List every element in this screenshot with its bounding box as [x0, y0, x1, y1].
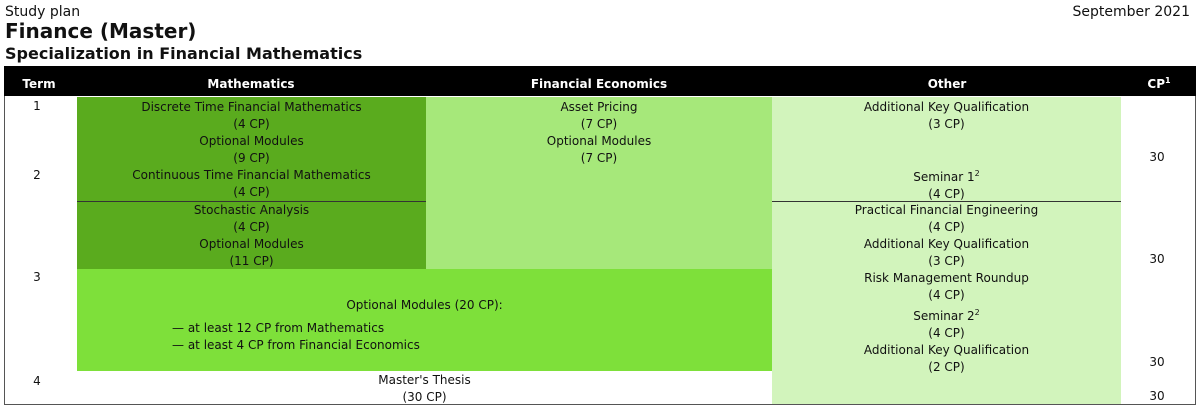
math-1-line-1: (4 CP)	[233, 117, 270, 131]
optional-heading: Optional Modules (20 CP):	[346, 298, 503, 312]
other-2-line-0: Practical Financial Engineering	[854, 203, 1039, 217]
header-cp-label: CP	[1147, 77, 1166, 91]
optional-modules-block: Optional Modules (20 CP): — at least 12 …	[77, 269, 772, 371]
thesis-cp: (30 CP)	[402, 390, 447, 404]
other-2-seminar-cp: (4 CP)	[928, 326, 965, 340]
other-1-line-0: Additional Key Qualification	[863, 100, 1030, 114]
math-block-term-3: Stochastic Analysis (4 CP) Optional Modu…	[77, 201, 426, 269]
term-2: 2	[33, 168, 41, 182]
math-1-line-0: Discrete Time Financial Mathematics	[141, 100, 362, 114]
seminar-1-label: Seminar 1	[913, 170, 975, 184]
fin-line-2: Optional Modules	[546, 134, 652, 148]
math-1-line-5: (4 CP)	[233, 185, 270, 199]
math-2-line-3: (11 CP)	[229, 254, 274, 268]
cp-total-terms-1-2: 30	[1149, 150, 1165, 164]
other-2-seminar: Seminar 22	[772, 304, 1121, 325]
optional-item-0: — at least 12 CP from Mathematics	[172, 321, 385, 335]
divider-other	[772, 201, 1121, 202]
term-3: 3	[33, 270, 41, 284]
fin-line-1: (7 CP)	[580, 117, 618, 131]
page-title: Finance (Master)	[5, 19, 197, 43]
other-2-line-2: Additional Key Qualification	[863, 237, 1030, 251]
table-frame	[4, 96, 1196, 405]
seminar-2-footnote: 2	[974, 308, 980, 317]
other-2-line-5: (4 CP)	[928, 288, 965, 302]
other-1-seminar: Seminar 12	[772, 165, 1121, 186]
math-1-line-2: Optional Modules	[199, 134, 304, 148]
fin-line-0: Asset Pricing	[560, 100, 638, 114]
document-date: September 2021	[1072, 4, 1190, 20]
header-term: Term	[22, 77, 56, 91]
table-header: Term Mathematics Financial Economics Oth…	[4, 66, 1196, 96]
fin-line-3: (7 CP)	[580, 151, 618, 165]
math-1-line-4: Continuous Time Financial Mathematics	[132, 168, 371, 182]
other-1-line-1: (3 CP)	[928, 117, 965, 131]
term-1: 1	[33, 99, 41, 113]
cp-total-term-3b: 30	[1149, 355, 1165, 369]
term-4: 4	[33, 374, 41, 388]
math-1-line-3: (9 CP)	[233, 151, 270, 165]
page-subtitle: Specialization in Financial Mathematics	[5, 44, 363, 63]
math-2-line-2: Optional Modules	[199, 237, 304, 251]
other-1-seminar-cp: (4 CP)	[928, 187, 965, 201]
optional-item-1: — at least 4 CP from Financial Economics	[172, 338, 420, 352]
other-2-line-1: (4 CP)	[928, 220, 965, 234]
other-2-line-3: (3 CP)	[928, 254, 965, 268]
divider-math	[77, 201, 426, 202]
header-financial-economics: Financial Economics	[530, 77, 668, 91]
other-2-line-6: Additional Key Qualification	[863, 343, 1030, 357]
math-2-line-1: (4 CP)	[233, 220, 270, 234]
header-cp: CP1	[1122, 66, 1196, 96]
math-block-terms-1-2: Discrete Time Financial Mathematics (4 C…	[77, 97, 426, 201]
header-cp-footnote: 1	[1165, 76, 1171, 85]
other-2-line-4: Risk Management Roundup	[864, 271, 1029, 285]
masters-thesis: Master's Thesis (30 CP)	[77, 372, 772, 406]
seminar-1-footnote: 2	[974, 169, 980, 178]
cp-total-term-3: 30	[1149, 252, 1165, 266]
thesis-title: Master's Thesis	[378, 373, 471, 387]
header-mathematics: Mathematics	[207, 77, 295, 91]
cp-total-term-4: 30	[1149, 389, 1165, 403]
other-2-line-7: (2 CP)	[928, 360, 965, 374]
seminar-2-label: Seminar 2	[913, 309, 975, 323]
other-column-block: Additional Key Qualification (3 CP) Semi…	[772, 97, 1121, 404]
header-other: Other	[927, 77, 967, 91]
document-label: Study plan	[5, 4, 81, 20]
math-2-line-0: Stochastic Analysis	[193, 203, 310, 217]
financial-economics-block: Asset Pricing (7 CP) Optional Modules (7…	[426, 97, 772, 269]
